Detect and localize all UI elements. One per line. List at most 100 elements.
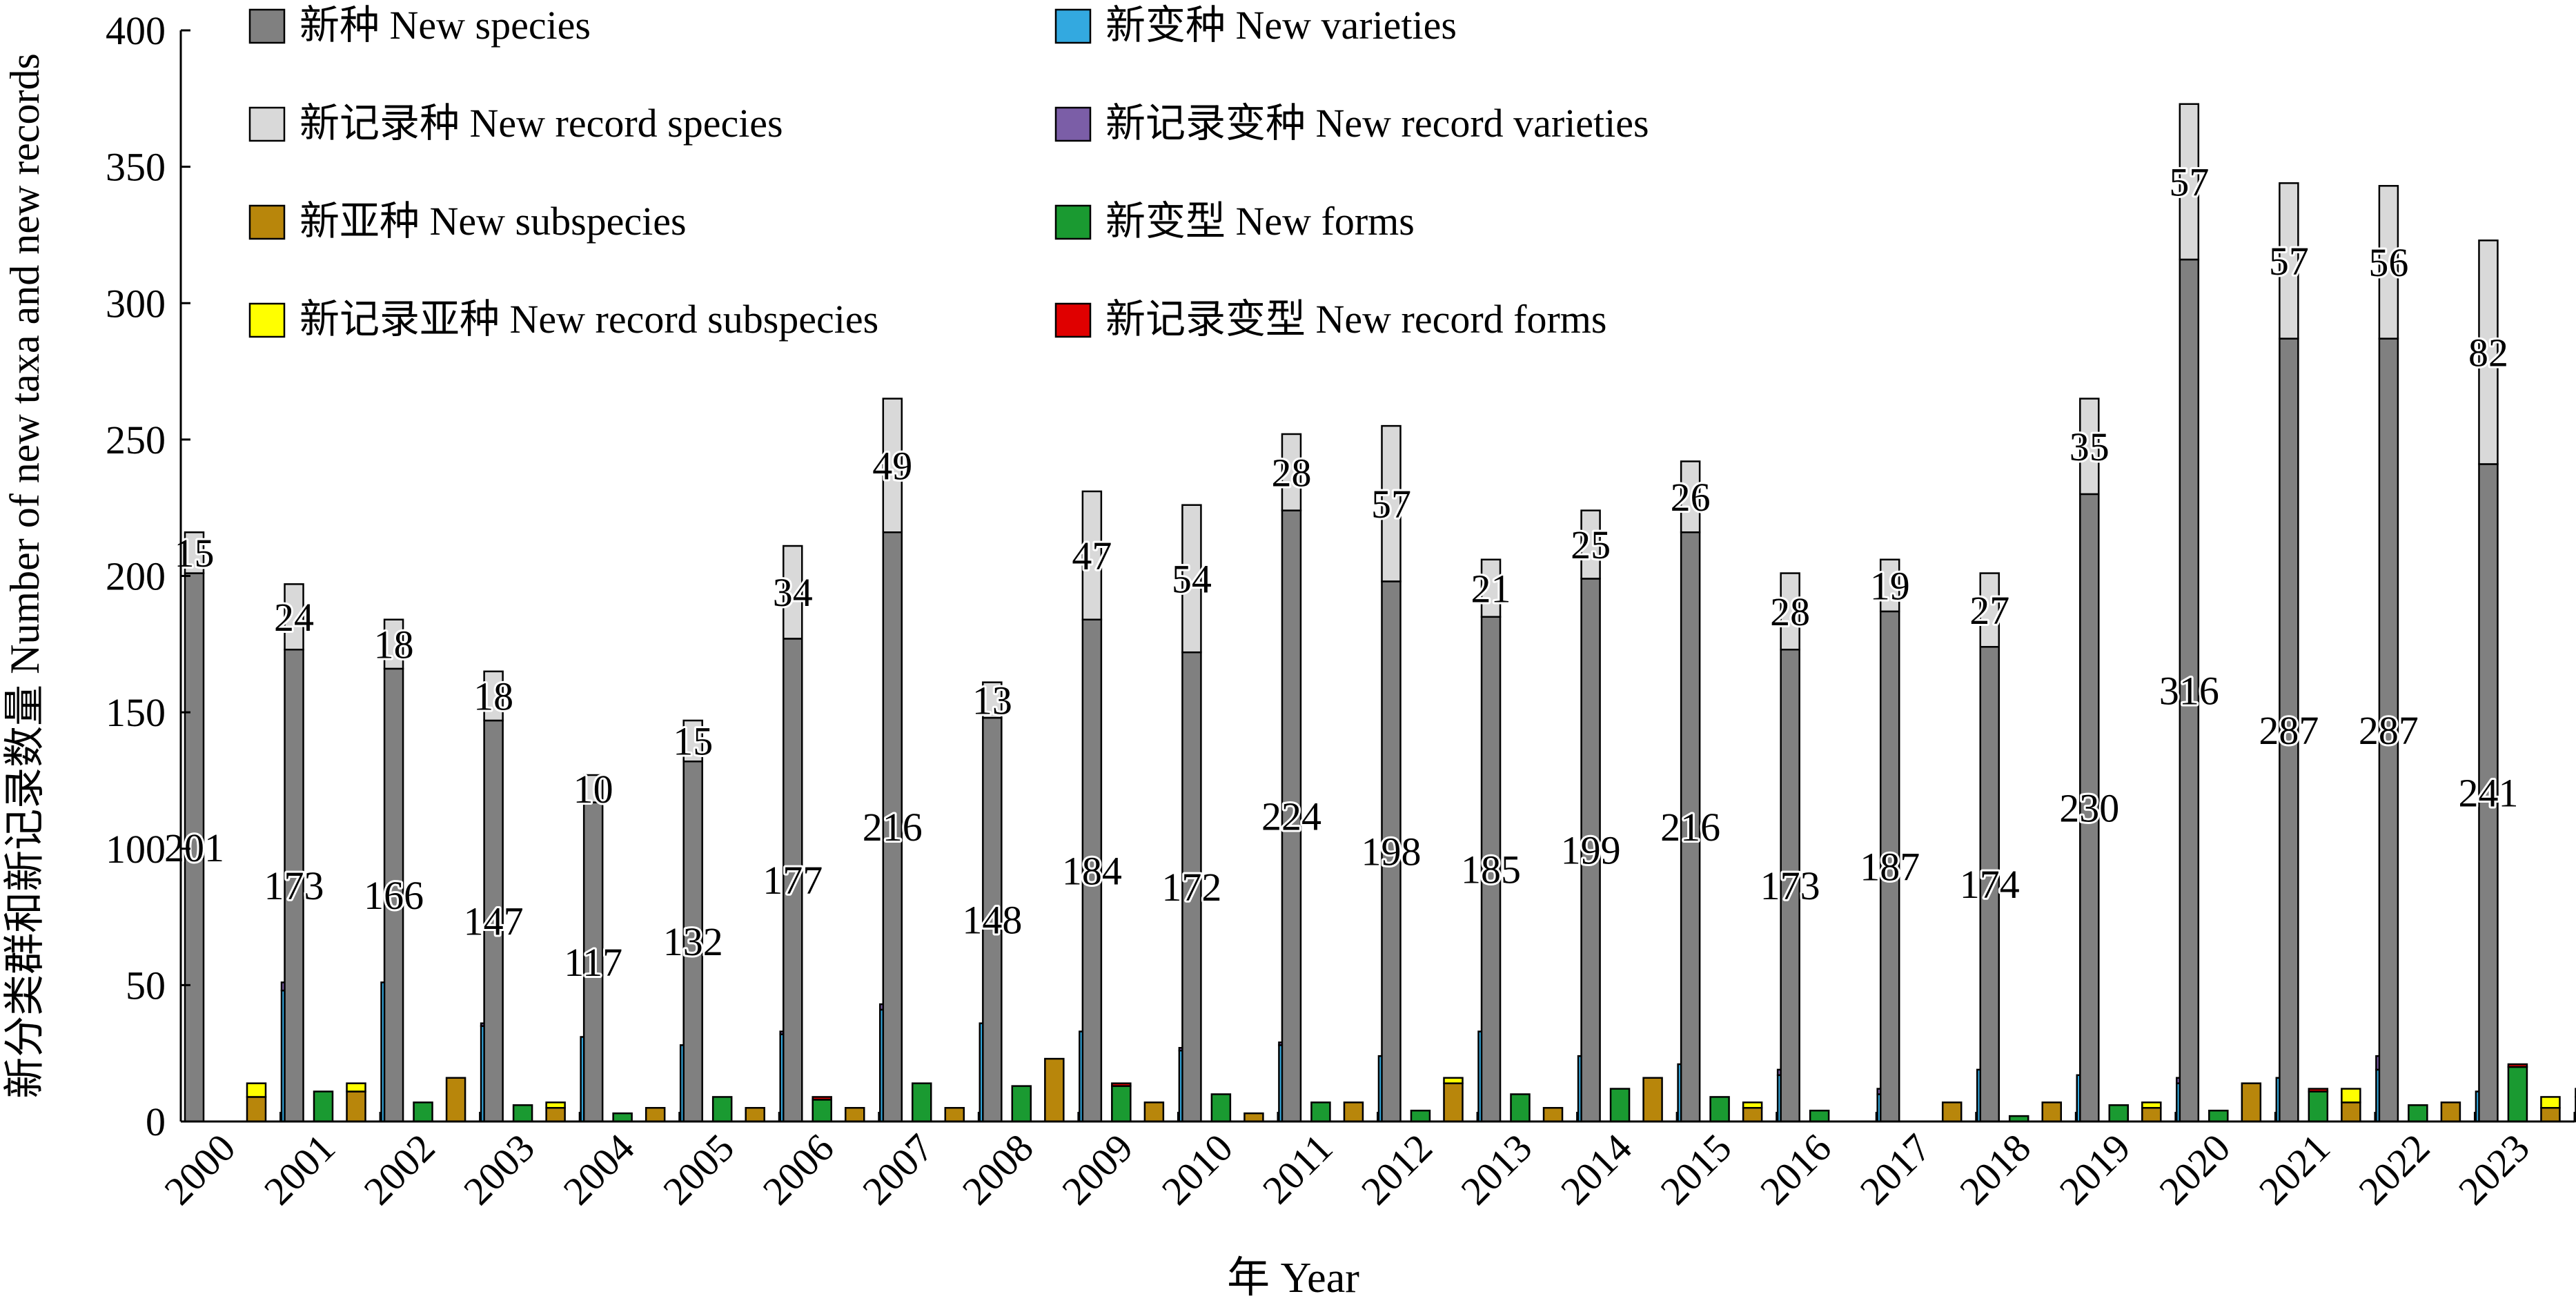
bar-new_subspecies-2014 bbox=[1642, 1077, 1663, 1123]
bar-new_subspecies-2006 bbox=[845, 1106, 865, 1123]
data-label-new-record-species-2010: 54 bbox=[1172, 556, 1212, 601]
data-label-new-species-2013: 185 bbox=[1461, 847, 1521, 892]
data-label-new-record-species-2008: 13 bbox=[972, 678, 1012, 723]
legend-label-new_species: 新种 New species bbox=[299, 3, 591, 48]
bar-new_subspecies-2019 bbox=[2141, 1106, 2162, 1123]
legend-label-new_record_forms: 新记录变型 New record forms bbox=[1105, 297, 1606, 342]
data-label-new-record-species-2017: 19 bbox=[1870, 563, 1910, 608]
bar-new_record_subspecies-2015 bbox=[1742, 1101, 1763, 1109]
y-tick-label-100: 100 bbox=[106, 827, 166, 872]
bar-new_record_forms-2022 bbox=[2507, 1063, 2528, 1068]
bar-new_forms-2002 bbox=[512, 1104, 533, 1123]
bar-new_species-2017 bbox=[1879, 610, 1900, 1123]
data-label-new-record-species-2023: 82 bbox=[2468, 330, 2508, 375]
data-label-new-record-species-2006: 34 bbox=[773, 570, 813, 615]
bar-new_subspecies-2005 bbox=[745, 1106, 765, 1123]
legend-item-new_subspecies: 新亚种 New subspecies bbox=[248, 199, 687, 244]
bar-new_forms-2013 bbox=[1609, 1088, 1631, 1123]
data-label-new-species-2015: 216 bbox=[1660, 805, 1720, 850]
data-label-new-species-2017: 187 bbox=[1860, 844, 1920, 889]
data-label-new-species-2004: 117 bbox=[564, 940, 622, 985]
bar-new_species-2012 bbox=[1381, 580, 1402, 1123]
legend-item-new_record_varieties: 新记录变种 New record varieties bbox=[1054, 101, 1649, 146]
legend-swatch-new_species bbox=[248, 8, 286, 44]
data-label-new-record-species-2021: 57 bbox=[2269, 239, 2309, 284]
bar-new_forms-2022 bbox=[2507, 1066, 2528, 1123]
x-tick-label-2021: 2021 bbox=[2250, 1125, 2339, 1213]
x-tick-label-2003: 2003 bbox=[455, 1125, 543, 1213]
x-tick-label-2013: 2013 bbox=[1453, 1125, 1541, 1213]
data-label-new-species-2007: 216 bbox=[863, 805, 923, 850]
data-label-new-species-2014: 199 bbox=[1561, 828, 1621, 873]
bar-new_record_subspecies-2001 bbox=[346, 1082, 366, 1093]
bar-new_forms-2014 bbox=[1709, 1096, 1730, 1123]
bar-new_record_species-2014 bbox=[1580, 509, 1601, 580]
bar-new_forms-2012 bbox=[1510, 1093, 1531, 1123]
bar-new_forms-2021 bbox=[2408, 1104, 2428, 1123]
bar-new_record_subspecies-2021 bbox=[2341, 1088, 2361, 1104]
bar-new_subspecies-2003 bbox=[545, 1106, 566, 1123]
x-tick-label-2017: 2017 bbox=[1851, 1125, 1940, 1213]
data-label-new-record-species-2013: 21 bbox=[1471, 566, 1511, 611]
x-tick-label-2004: 2004 bbox=[555, 1125, 643, 1213]
x-tick-label-2019: 2019 bbox=[2051, 1125, 2139, 1213]
data-label-new-record-species-2016: 28 bbox=[1770, 589, 1810, 634]
x-tick-label-2001: 2001 bbox=[255, 1125, 344, 1213]
bar-new_record_forms-2005 bbox=[812, 1096, 832, 1101]
data-label-new-species-2011: 224 bbox=[1261, 794, 1321, 839]
x-tick-label-2002: 2002 bbox=[355, 1125, 444, 1213]
bar-new_forms-2004 bbox=[711, 1096, 733, 1123]
data-label-new-record-species-2007: 49 bbox=[872, 443, 912, 488]
data-label-new-record-species-2019: 35 bbox=[2069, 424, 2110, 469]
x-tick-label-2014: 2014 bbox=[1552, 1125, 1640, 1213]
bar-new_record_species-2007 bbox=[882, 398, 903, 533]
x-tick-label-2008: 2008 bbox=[954, 1125, 1042, 1213]
bar-new_forms-2006 bbox=[912, 1082, 932, 1123]
bar-new_forms-2020 bbox=[2308, 1090, 2329, 1123]
data-label-new-species-2002: 166 bbox=[364, 873, 424, 918]
x-tick-label-2000: 2000 bbox=[155, 1125, 244, 1213]
bar-new_subspecies-2023 bbox=[2540, 1106, 2561, 1123]
bar-new_record_species-2020 bbox=[2179, 103, 2200, 261]
data-label-new-species-2019: 230 bbox=[2059, 785, 2119, 830]
legend-label-new_record_varieties: 新记录变种 New record varieties bbox=[1105, 101, 1649, 146]
data-label-new-record-species-2018: 27 bbox=[1969, 588, 2009, 633]
data-label-new-record-species-2002: 18 bbox=[374, 622, 414, 667]
bar-new_subspecies-2009 bbox=[1143, 1101, 1165, 1123]
bar-new_record_species-2000 bbox=[184, 531, 205, 574]
bar-new_forms-2001 bbox=[413, 1101, 433, 1123]
bar-new_species-2018 bbox=[1979, 646, 2000, 1123]
x-axis-title: 年 Year bbox=[1227, 1255, 1359, 1302]
data-label-new-record-species-2014: 25 bbox=[1571, 522, 1611, 567]
data-label-new-record-species-2020: 57 bbox=[2169, 159, 2209, 204]
data-label-new-species-2012: 198 bbox=[1361, 830, 1422, 874]
legend-label-new_subspecies: 新亚种 New subspecies bbox=[299, 199, 687, 244]
x-tick-label-2012: 2012 bbox=[1353, 1125, 1441, 1213]
legend: 新种 New species 新变种 New varieties 新记录种 New … bbox=[248, 3, 1649, 342]
data-label-new-species-2005: 132 bbox=[663, 919, 723, 964]
data-label-new-record-species-2015: 26 bbox=[1671, 475, 1711, 520]
data-label-new-species-2018: 174 bbox=[1960, 862, 2020, 907]
bar-new_record_species-2021 bbox=[2279, 182, 2299, 340]
legend-swatch-new_record_varieties bbox=[1054, 106, 1092, 142]
bar-new_record_species-2006 bbox=[783, 545, 803, 640]
bar-new_species-2020 bbox=[2179, 258, 2200, 1123]
bar-new_forms-2009 bbox=[1210, 1093, 1232, 1123]
bar-new_record_species-2022 bbox=[2378, 185, 2399, 340]
y-tick-label-300: 300 bbox=[106, 281, 166, 326]
legend-swatch-new_forms bbox=[1054, 204, 1092, 240]
bar-new_record_species-2010 bbox=[1181, 504, 1202, 654]
bar-new_species-2007 bbox=[882, 531, 903, 1123]
legend-swatch-new_record_forms bbox=[1054, 302, 1092, 338]
x-tick-label-2007: 2007 bbox=[854, 1125, 942, 1213]
bar-new_forms-2000 bbox=[313, 1090, 334, 1123]
bar-new_subspecies-2010 bbox=[1243, 1112, 1264, 1123]
bar-new_record_species-2008 bbox=[982, 681, 1003, 719]
bar-new_species-2008 bbox=[982, 716, 1003, 1123]
data-label-new-record-species-2022: 56 bbox=[2368, 240, 2408, 285]
legend-label-new_varieties: 新变种 New varieties bbox=[1105, 3, 1457, 48]
bar-new_forms-2007 bbox=[1011, 1085, 1032, 1123]
data-label-new-species-2001: 173 bbox=[264, 863, 324, 908]
